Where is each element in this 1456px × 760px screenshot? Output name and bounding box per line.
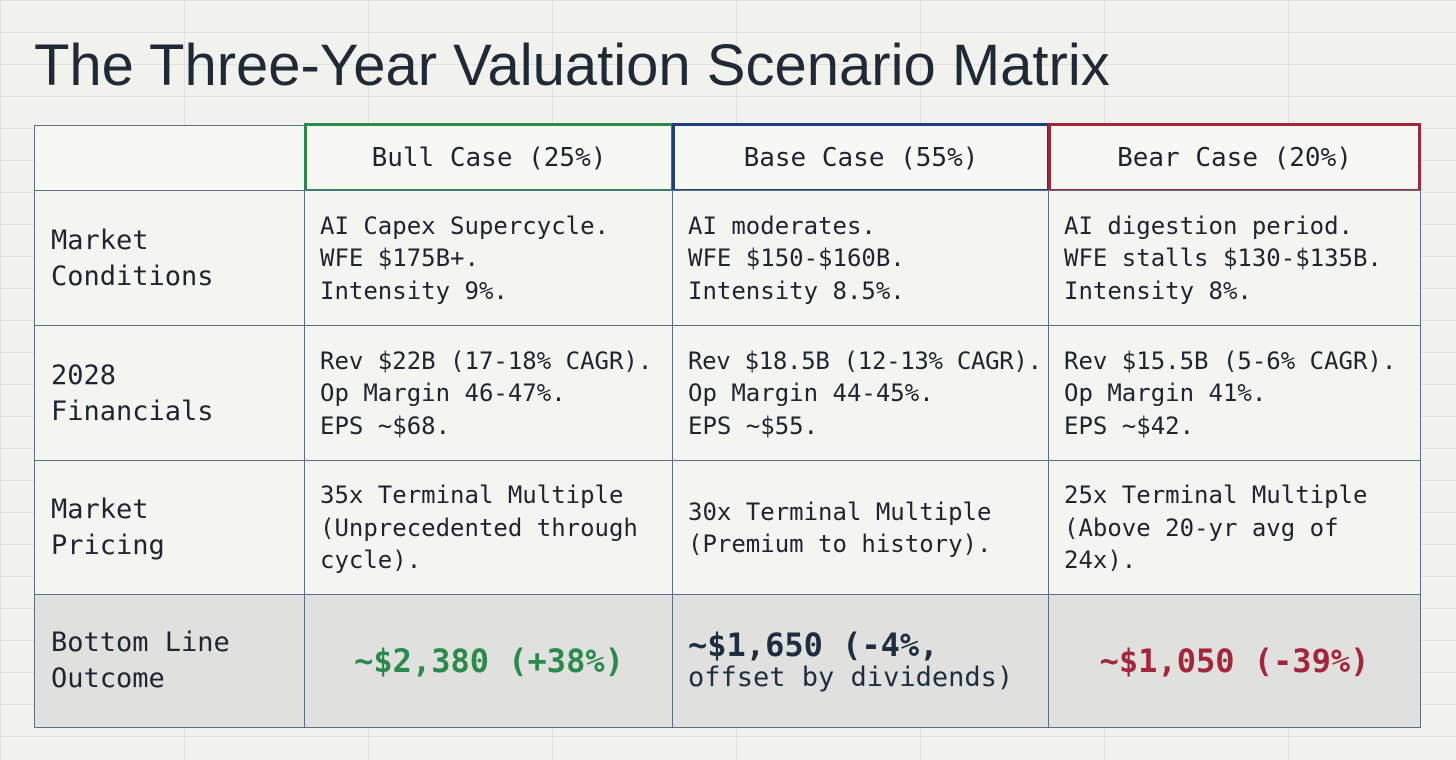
- bear-outcome-value: ~$1,050 (-39%): [1099, 642, 1370, 680]
- bear-financials-cell: Rev $15.5B (5-6% CAGR). Op Margin 41%. E…: [1048, 325, 1421, 462]
- base-outcome-note: offset by dividends): [688, 662, 1014, 693]
- base-market-conditions-cell: AI moderates. WFE $150-$160B. Intensity …: [672, 190, 1050, 327]
- base-market-pricing-cell: 30x Terminal Multiple (Premium to histor…: [672, 460, 1050, 596]
- base-case-header-label: Base Case (55%): [743, 142, 979, 173]
- bear-case-header: Bear Case (20%): [1048, 123, 1421, 192]
- row-label-market-conditions: Market Conditions: [34, 190, 306, 327]
- bull-financials-cell: Rev $22B (17-18% CAGR). Op Margin 46-47%…: [304, 325, 674, 462]
- bull-market-pricing-cell: 35x Terminal Multiple (Unprecedented thr…: [304, 460, 674, 596]
- bear-market-pricing-cell: 25x Terminal Multiple (Above 20-yr avg o…: [1048, 460, 1421, 596]
- base-outcome-value: ~$1,650 (-4%,: [688, 626, 939, 664]
- row-label-bottom-line-outcome: Bottom Line Outcome: [34, 594, 306, 728]
- bull-market-conditions-cell: AI Capex Supercycle. WFE $175B+. Intensi…: [304, 190, 674, 327]
- header-corner-cell: [34, 125, 306, 192]
- bull-outcome-cell: ~$2,380 (+38%): [304, 594, 674, 728]
- bull-case-header-label: Bull Case (25%): [371, 142, 607, 173]
- bull-case-header: Bull Case (25%): [304, 123, 674, 192]
- base-outcome-cell: ~$1,650 (-4%, offset by dividends): [672, 594, 1050, 728]
- bear-outcome-cell: ~$1,050 (-39%): [1048, 594, 1421, 728]
- row-label-2028-financials: 2028 Financials: [34, 325, 306, 462]
- row-label-market-pricing: Market Pricing: [34, 460, 306, 596]
- base-financials-cell: Rev $18.5B (12-13% CAGR). Op Margin 44-4…: [672, 325, 1050, 462]
- bull-outcome-value: ~$2,380 (+38%): [354, 642, 624, 680]
- bear-market-conditions-cell: AI digestion period. WFE stalls $130-$13…: [1048, 190, 1421, 327]
- page-title: The Three-Year Valuation Scenario Matrix: [34, 33, 1110, 98]
- bear-case-header-label: Bear Case (20%): [1117, 142, 1352, 173]
- base-case-header: Base Case (55%): [672, 123, 1050, 192]
